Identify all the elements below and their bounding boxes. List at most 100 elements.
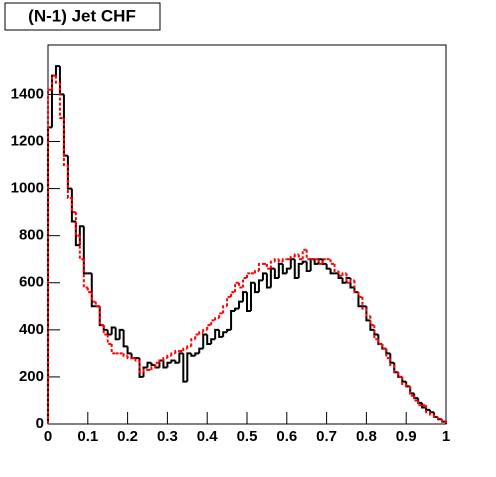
x-tick-label: 0.7 (316, 428, 337, 445)
histogram-step (218, 312, 224, 319)
histogram-step (78, 235, 84, 261)
y-tick-label: 600 (19, 274, 44, 291)
histogram-step (230, 291, 236, 297)
histogram-step (361, 296, 367, 310)
histogram-step (353, 280, 359, 294)
y-tick-label: 0 (36, 415, 44, 432)
histogram-step (357, 292, 363, 298)
histogram-step (122, 329, 128, 348)
histogram-step (202, 328, 208, 333)
histogram-step (226, 295, 232, 307)
histogram-step (405, 383, 411, 388)
histogram-step (277, 262, 283, 279)
histogram-step (98, 306, 104, 327)
histogram-step (214, 317, 220, 321)
histogram-step (238, 282, 244, 289)
histogram-step (70, 198, 76, 214)
histogram-step (158, 359, 164, 363)
histogram-step (341, 278, 347, 284)
histogram-step (182, 347, 188, 352)
histogram-step (381, 343, 387, 350)
histogram-step (162, 360, 168, 369)
histogram-step (226, 328, 232, 333)
histogram-step (122, 353, 128, 357)
histogram-step (257, 262, 263, 271)
histogram-step (385, 348, 391, 360)
histogram-step (210, 338, 216, 344)
histogram-step (305, 261, 311, 272)
histogram-step (182, 353, 188, 383)
histogram-step (329, 259, 335, 265)
histogram-step (277, 259, 283, 263)
histogram-step (293, 259, 299, 280)
histogram-step (142, 366, 148, 377)
histogram-step (66, 165, 72, 200)
histogram-step (234, 281, 240, 293)
histogram-step (265, 263, 271, 270)
histogram-step (393, 365, 399, 374)
x-tick-label: 1 (442, 428, 450, 445)
histogram-step (305, 249, 311, 261)
x-tick-label: 0.4 (197, 428, 219, 445)
x-tick-label: 0 (44, 428, 52, 445)
histogram-step (78, 225, 84, 246)
histogram-step (257, 279, 263, 293)
histogram-step (150, 362, 156, 367)
histogram-step (214, 328, 220, 340)
histogram-step (297, 254, 303, 261)
histogram-step (317, 259, 323, 265)
histogram-step (162, 357, 168, 361)
histogram-step (58, 82, 64, 119)
histogram-step (134, 358, 140, 362)
histogram-step (289, 255, 295, 260)
y-tick-label: 1000 (11, 180, 44, 197)
histogram-step (246, 272, 251, 279)
histogram-step (222, 331, 228, 337)
histogram-step (425, 405, 431, 414)
chart-title: (N-1) Jet CHF (28, 6, 136, 25)
histogram-step (194, 333, 200, 340)
histogram-step (210, 319, 216, 326)
histogram-step (345, 273, 351, 284)
histogram-step (365, 308, 371, 317)
histogram-step (146, 361, 152, 368)
histogram-step (222, 305, 228, 314)
histogram-step (413, 395, 419, 402)
histogram-step (74, 212, 80, 237)
histogram-step (293, 253, 299, 257)
histogram-step (238, 300, 244, 309)
histogram-step (174, 350, 180, 354)
x-tick-label: 0.9 (396, 428, 417, 445)
histogram-step (110, 343, 116, 355)
histogram-step (90, 292, 96, 303)
histogram-step (82, 226, 88, 275)
histogram-step (190, 353, 196, 357)
histogram-step (142, 368, 148, 373)
histogram-step (166, 354, 172, 359)
histogram-step (389, 358, 395, 367)
histogram-step (102, 325, 108, 336)
histogram-step (269, 260, 275, 269)
histogram-step (433, 414, 439, 418)
histogram-step (417, 400, 423, 407)
histogram-step (202, 333, 208, 349)
histogram-step (174, 360, 180, 364)
histogram-step (62, 117, 68, 167)
histogram-step (186, 352, 192, 382)
y-tick-label: 1400 (11, 85, 44, 102)
histogram-step (206, 324, 212, 330)
x-tick-label: 0.3 (157, 428, 178, 445)
histogram-step (194, 352, 200, 356)
histogram-step (265, 273, 271, 289)
histogram-step (138, 360, 144, 374)
histogram-step (114, 327, 120, 341)
histogram-step (110, 326, 116, 335)
histogram-step (261, 272, 267, 281)
histogram-step (357, 292, 363, 308)
histogram-step (170, 352, 176, 356)
histogram-step (253, 282, 259, 294)
histogram-step (425, 407, 431, 411)
histogram-step (329, 268, 335, 275)
histogram-step (321, 258, 327, 264)
